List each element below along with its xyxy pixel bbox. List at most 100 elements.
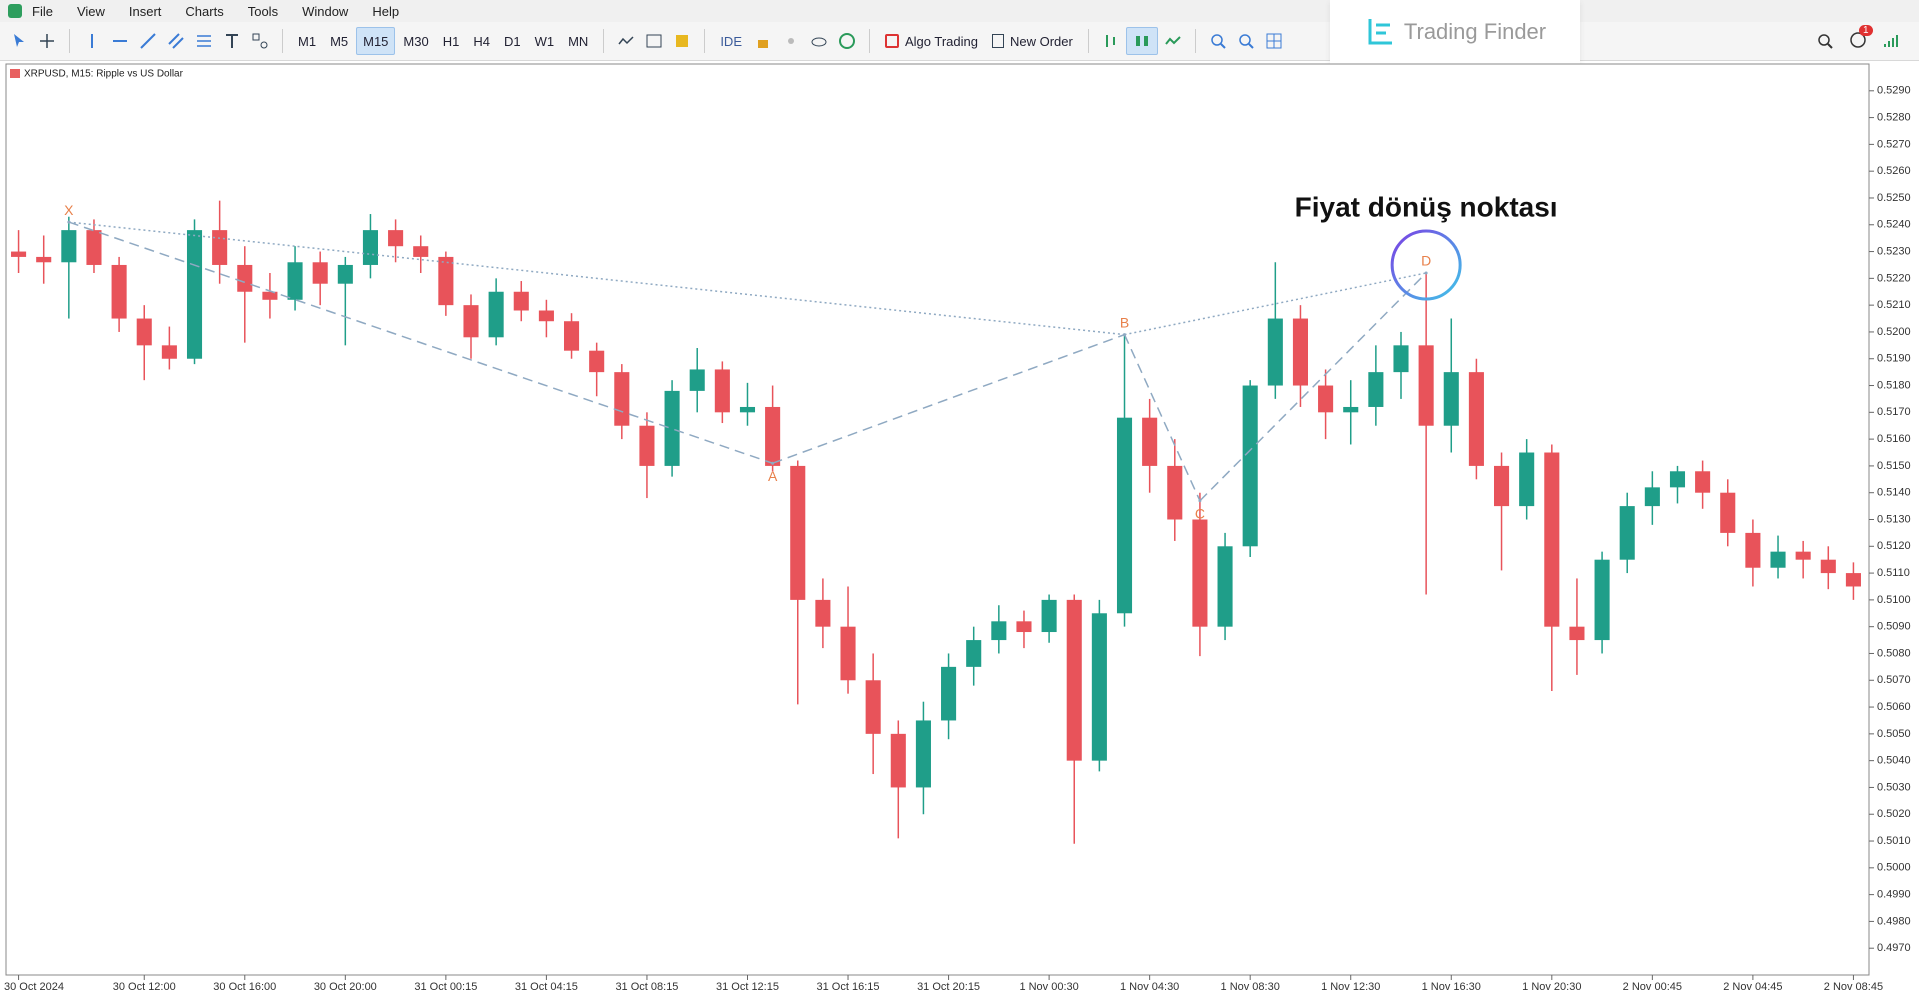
candle-body (413, 246, 429, 257)
y-tick-label: 0.5260 (1877, 165, 1911, 177)
zoom-in-button[interactable] (1209, 32, 1227, 50)
candle-body (589, 350, 605, 373)
candle-body (689, 369, 705, 391)
crosshair-tool[interactable] (38, 32, 56, 50)
shapes-tool[interactable] (251, 32, 269, 50)
pattern-label: X (64, 202, 74, 218)
candle-body (1569, 626, 1585, 641)
candle-body (513, 291, 529, 311)
algo-label: Algo Trading (904, 33, 978, 49)
hline-tool[interactable] (111, 32, 129, 50)
trend-tool[interactable] (139, 32, 157, 50)
annotation: Fiyat dönüş noktası (1295, 191, 1558, 222)
candle-body (1192, 519, 1208, 627)
grid-button[interactable] (1265, 32, 1283, 50)
timeframe-button[interactable]: MN (568, 33, 589, 49)
y-tick-label: 0.5030 (1877, 781, 1911, 793)
channel-tool[interactable] (167, 32, 185, 50)
order-icon (991, 34, 1004, 48)
candle-body (61, 230, 77, 263)
y-tick-label: 0.4980 (1877, 915, 1911, 927)
plot-frame (5, 63, 1870, 976)
timeframe-button[interactable]: H4 (473, 33, 490, 49)
menu-item[interactable]: Insert (128, 3, 162, 19)
x-tick-label: 31 Oct 20:15 (917, 981, 980, 993)
candle-body (865, 680, 881, 734)
y-tick-label: 0.5230 (1877, 245, 1911, 257)
candle-chart-button[interactable] (1125, 27, 1158, 55)
y-tick-label: 0.5220 (1877, 272, 1911, 284)
candle-body (890, 733, 906, 788)
menu-item[interactable]: View (76, 3, 105, 19)
x-tick-label: 31 Oct 08:15 (615, 981, 678, 993)
candle-body (262, 291, 278, 300)
fibo-tool[interactable] (195, 32, 213, 50)
indicators-button[interactable] (617, 32, 635, 50)
menu-item[interactable]: Tools (247, 3, 279, 19)
y-tick-label: 0.5130 (1877, 513, 1911, 525)
y-tick-label: 0.5020 (1877, 808, 1911, 820)
y-tick-label: 0.5190 (1877, 353, 1911, 365)
timeframe-button[interactable]: M1 (298, 33, 317, 49)
y-tick-label: 0.5180 (1877, 379, 1911, 391)
candle-body (1845, 573, 1861, 587)
y-tick-label: 0.5010 (1877, 835, 1911, 847)
lock-button[interactable] (754, 32, 772, 50)
candle-body (1242, 385, 1258, 547)
bar-chart-button[interactable] (1102, 32, 1120, 50)
zoom-out-button[interactable] (1237, 32, 1255, 50)
logo-icon (1368, 19, 1392, 45)
algo-trading-button[interactable]: Algo Trading (879, 28, 984, 54)
timeframe-button[interactable]: M30 (403, 33, 429, 49)
y-tick-label: 0.5090 (1877, 621, 1911, 633)
highlight-ring (1390, 229, 1462, 301)
x-tick-label: 31 Oct 04:15 (515, 981, 578, 993)
menu-item[interactable]: Window (302, 3, 349, 19)
text-tool[interactable] (223, 32, 241, 50)
x-tick-label: 2 Nov 04:45 (1723, 981, 1782, 993)
menu-item[interactable]: Help (372, 3, 400, 19)
candle-body (488, 291, 504, 338)
chart-icon (10, 69, 20, 78)
cloud-button[interactable] (810, 32, 828, 50)
signal-button[interactable] (782, 32, 800, 50)
vline-tool[interactable] (83, 32, 101, 50)
market-button[interactable] (673, 32, 691, 50)
pattern-point (1198, 499, 1202, 503)
y-tick-label: 0.5200 (1877, 326, 1911, 338)
candle-body (1041, 599, 1057, 633)
menu-item[interactable]: Charts (185, 3, 224, 19)
templates-button[interactable] (645, 32, 663, 50)
menu-item[interactable]: File (32, 3, 53, 19)
timeframe-button[interactable]: H1 (442, 33, 460, 49)
y-tick-label: 0.5250 (1877, 192, 1911, 204)
pattern-leg (68, 221, 773, 464)
line-chart-button[interactable] (1164, 32, 1182, 50)
y-tick-label: 0.5210 (1877, 299, 1911, 311)
candle-body (1292, 318, 1308, 386)
notifications[interactable]: 1 (1849, 24, 1873, 52)
candle-body (1720, 492, 1736, 533)
x-tick-label: 31 Oct 16:15 (817, 981, 880, 993)
search-button[interactable] (1816, 32, 1834, 50)
timeframe-button[interactable]: W1 (534, 33, 555, 49)
new-order-button[interactable]: New Order (986, 28, 1079, 54)
chart: XRPUSD, M15: Ripple vs US Dollar 0.5290 0… (4, 63, 1911, 993)
timeframe-button[interactable]: M15 (356, 27, 396, 55)
candle-body (765, 406, 781, 466)
vps-button[interactable] (838, 32, 856, 50)
pattern-label: C (1195, 505, 1205, 521)
x-tick-label: 30 Oct 12:00 (113, 981, 176, 993)
candle-body (1066, 599, 1082, 761)
candle-body (1318, 385, 1334, 413)
candle-body (915, 720, 931, 788)
x-tick-label: 30 Oct 16:00 (213, 981, 276, 993)
timeframe-button[interactable]: M5 (330, 33, 349, 49)
candle-body (337, 264, 353, 284)
cursor-tool[interactable] (10, 32, 28, 50)
candle-body (664, 390, 680, 466)
ide-button[interactable]: IDE (720, 33, 742, 49)
candle-body (966, 640, 982, 667)
timeframe-button[interactable]: D1 (503, 33, 521, 49)
